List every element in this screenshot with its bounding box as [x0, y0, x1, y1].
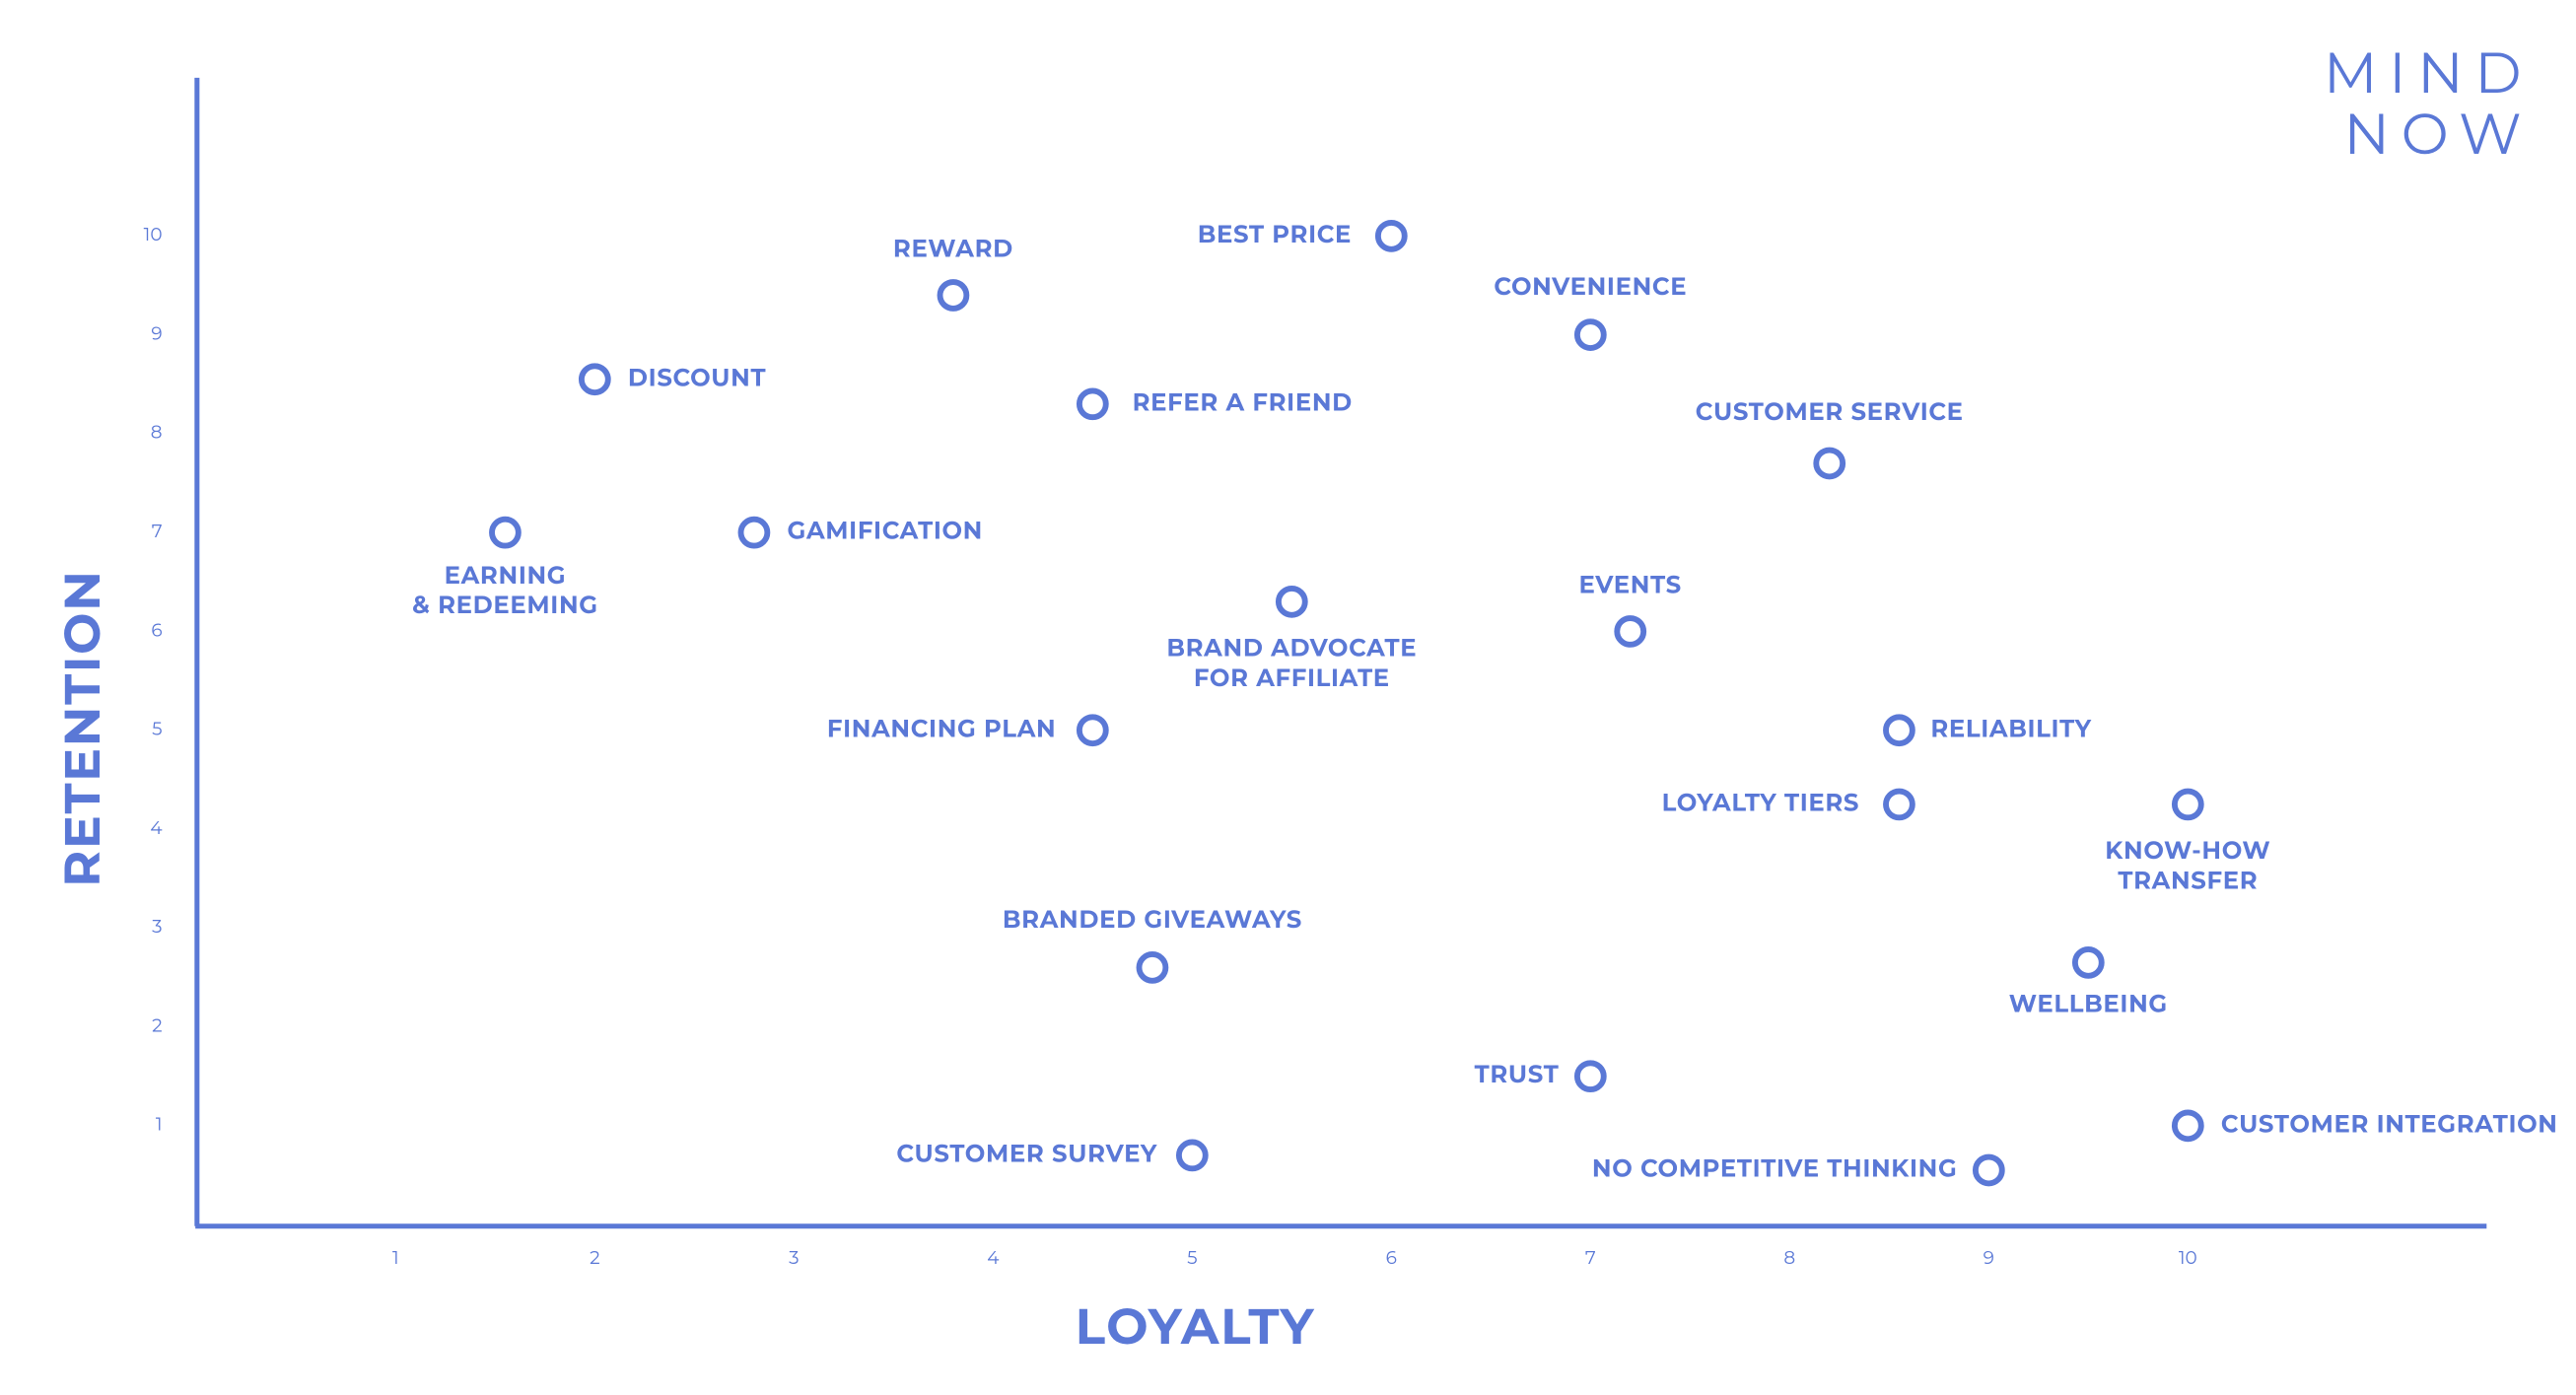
point-label: GAMIFICATION [788, 517, 984, 546]
point-label: EVENTS [1579, 571, 1682, 600]
y-tick-label: 10 [144, 223, 163, 245]
point [1813, 447, 1846, 480]
point [1972, 1153, 2005, 1187]
point-label: DISCOUNT [628, 363, 766, 392]
point-label: NO COMPETITIVE THINKING [1592, 1154, 1958, 1184]
point-label: KNOW-HOW [2105, 836, 2270, 866]
y-tick-label: 7 [152, 520, 163, 542]
point [937, 279, 970, 312]
y-tick-label: 1 [156, 1113, 163, 1136]
point [1883, 788, 1915, 821]
y-axis-title: RETENTION [51, 569, 112, 886]
x-tick-label: 2 [590, 1246, 599, 1269]
logo-line-2: NOW [2344, 101, 2534, 169]
y-tick-label: 2 [152, 1013, 162, 1036]
point-label: REWARD [893, 235, 1013, 264]
point-label: TRUST [1475, 1060, 1560, 1089]
point [1175, 1139, 1209, 1172]
point [1136, 951, 1169, 984]
x-tick-label: 7 [1585, 1246, 1596, 1269]
point [1076, 714, 1109, 747]
point [578, 363, 611, 396]
point-label: BRAND ADVOCATE [1166, 634, 1417, 663]
point-label: CUSTOMER SURVEY [896, 1139, 1157, 1168]
x-tick-label: 8 [1783, 1246, 1795, 1269]
x-tick-label: 9 [1984, 1246, 1994, 1269]
point [2171, 1109, 2204, 1143]
point-label: CUSTOMER INTEGRATION [2221, 1109, 2558, 1139]
point-label: WELLBEING [2009, 990, 2168, 1019]
y-tick-label: 6 [151, 618, 162, 641]
y-tick-label: 9 [151, 321, 162, 344]
point-label: RELIABILITY [1930, 714, 2091, 743]
x-tick-label: 1 [392, 1246, 399, 1269]
logo-line-1: MIND [2324, 39, 2533, 107]
y-tick-label: 8 [151, 421, 163, 444]
y-tick-label: 5 [152, 718, 162, 740]
y-tick-label: 4 [150, 816, 162, 839]
x-tick-label: 4 [987, 1246, 999, 1269]
point-label: REFER A FRIEND [1133, 387, 1353, 417]
point [1573, 318, 1607, 351]
x-tick-label: 5 [1187, 1246, 1197, 1269]
point [1275, 585, 1308, 618]
point-label: EARNING [445, 561, 567, 591]
point-label: LOYALTY TIERS [1662, 788, 1859, 817]
x-tick-label: 6 [1386, 1246, 1397, 1269]
point [1573, 1060, 1607, 1093]
point [1374, 219, 1408, 252]
point-label: BRANDED GIVEAWAYS [1003, 905, 1302, 935]
point-label: TRANSFER [2118, 866, 2258, 895]
point [2171, 788, 2204, 821]
point-label: BEST PRICE [1198, 220, 1352, 249]
x-tick-label: 3 [789, 1246, 799, 1269]
x-axis-title: LOYALTY [1076, 1295, 1316, 1357]
point [737, 516, 771, 549]
point [2071, 946, 2105, 979]
point-label: CUSTOMER SERVICE [1696, 397, 1964, 427]
x-tick-label: 10 [2179, 1246, 2197, 1269]
point [1883, 714, 1915, 747]
point [1076, 387, 1109, 421]
point-label: FINANCING PLAN [827, 714, 1056, 743]
point-label: & REDEEMING [412, 591, 598, 620]
point [1614, 615, 1647, 648]
y-tick-label: 3 [152, 915, 162, 938]
point-label: CONVENIENCE [1494, 272, 1687, 302]
point [489, 516, 522, 549]
point-label: FOR AFFILIATE [1194, 663, 1390, 693]
